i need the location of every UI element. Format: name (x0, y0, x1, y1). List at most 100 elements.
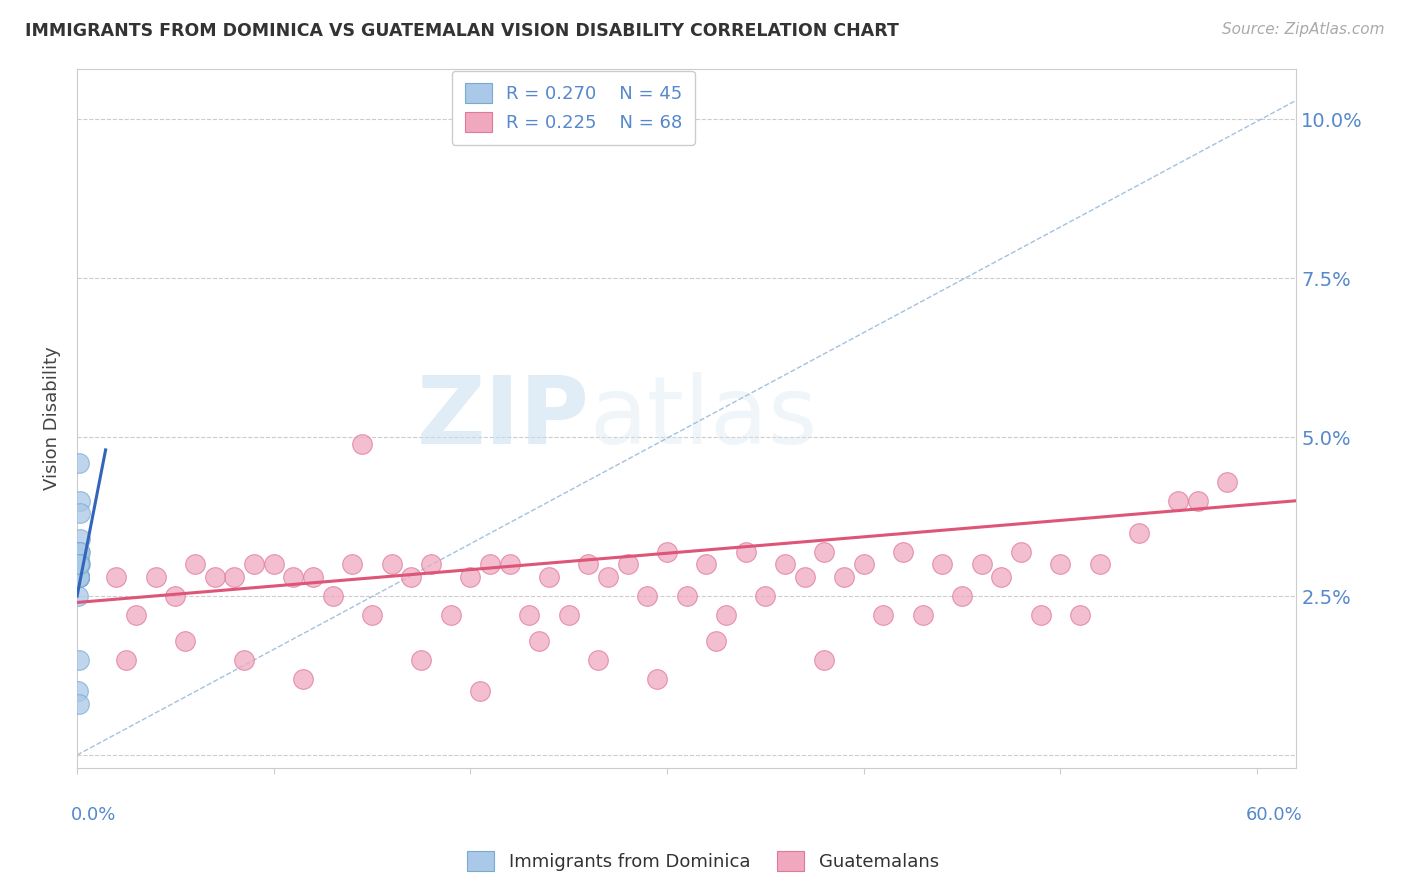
Point (67, 558, 90, 572)
Point (184, 558, 207, 572)
Point (411, 653, 433, 667)
Point (224, 570, 246, 584)
Point (69, 493, 91, 508)
Point (773, 558, 796, 572)
Text: atlas: atlas (589, 372, 817, 464)
Point (695, 558, 717, 572)
Point (67, 570, 90, 584)
Point (69, 544, 91, 558)
Text: 0.0%: 0.0% (70, 806, 117, 824)
Point (381, 558, 404, 572)
Text: Source: ZipAtlas.com: Source: ZipAtlas.com (1222, 22, 1385, 37)
Point (69, 507, 91, 521)
Point (352, 436, 374, 450)
Point (950, 589, 973, 603)
Point (67, 570, 90, 584)
Point (931, 558, 953, 572)
Point (675, 589, 697, 603)
Point (1167, 493, 1189, 508)
Point (69, 558, 91, 572)
Point (1128, 525, 1150, 540)
Point (67, 558, 90, 572)
Point (872, 608, 894, 623)
Point (67, 551, 90, 566)
Point (970, 558, 993, 572)
Point (440, 608, 463, 623)
Point (67, 570, 90, 584)
Point (67, 570, 90, 584)
Point (645, 672, 668, 686)
Point (1049, 558, 1071, 572)
Point (67, 570, 90, 584)
Y-axis label: Vision Disability: Vision Disability (44, 346, 60, 490)
Point (115, 653, 138, 667)
Legend: Immigrants from Dominica, Guatemalans: Immigrants from Dominica, Guatemalans (460, 844, 946, 879)
Point (145, 570, 167, 584)
Point (67, 544, 90, 558)
Point (1088, 558, 1111, 572)
Point (990, 570, 1012, 584)
Point (420, 558, 443, 572)
Point (1069, 608, 1091, 623)
Point (1187, 493, 1209, 508)
Point (283, 570, 305, 584)
Point (67, 697, 90, 711)
Point (69, 544, 91, 558)
Point (67, 570, 90, 584)
Point (67, 558, 90, 572)
Point (734, 544, 756, 558)
Point (204, 570, 226, 584)
Point (67, 558, 90, 572)
Point (813, 653, 835, 667)
Point (499, 558, 522, 572)
Point (714, 608, 737, 623)
Point (527, 633, 550, 648)
Point (125, 608, 148, 623)
Text: IMMIGRANTS FROM DOMINICA VS GUATEMALAN VISION DISABILITY CORRELATION CHART: IMMIGRANTS FROM DOMINICA VS GUATEMALAN V… (25, 22, 900, 40)
Point (67, 558, 90, 572)
Point (67, 684, 90, 698)
Point (557, 608, 579, 623)
Point (361, 608, 384, 623)
Point (1029, 608, 1052, 623)
Point (470, 684, 492, 698)
Point (586, 653, 609, 667)
Point (69, 456, 91, 470)
Point (606, 125, 628, 139)
Point (67, 544, 90, 558)
Point (67, 570, 90, 584)
Point (67, 558, 90, 572)
Point (460, 570, 482, 584)
Point (596, 570, 619, 584)
Point (67, 653, 90, 667)
Point (67, 570, 90, 584)
Point (67, 558, 90, 572)
Point (67, 558, 90, 572)
Point (813, 544, 835, 558)
Point (67, 570, 90, 584)
Point (67, 558, 90, 572)
Point (576, 558, 599, 572)
Point (165, 589, 187, 603)
Point (302, 570, 325, 584)
Point (69, 570, 91, 584)
Point (793, 570, 815, 584)
Point (67, 570, 90, 584)
Point (911, 608, 934, 623)
Point (1010, 544, 1032, 558)
Point (292, 672, 315, 686)
Point (67, 558, 90, 572)
Point (832, 570, 855, 584)
Point (69, 558, 91, 572)
Point (174, 633, 197, 648)
Point (67, 570, 90, 584)
Legend: R = 0.270    N = 45, R = 0.225    N = 68: R = 0.270 N = 45, R = 0.225 N = 68 (451, 70, 695, 145)
Point (852, 558, 875, 572)
Point (263, 558, 285, 572)
Point (322, 589, 344, 603)
Text: ZIP: ZIP (416, 372, 589, 464)
Point (67, 558, 90, 572)
Point (67, 570, 90, 584)
Point (342, 558, 364, 572)
Text: 60.0%: 60.0% (1246, 806, 1302, 824)
